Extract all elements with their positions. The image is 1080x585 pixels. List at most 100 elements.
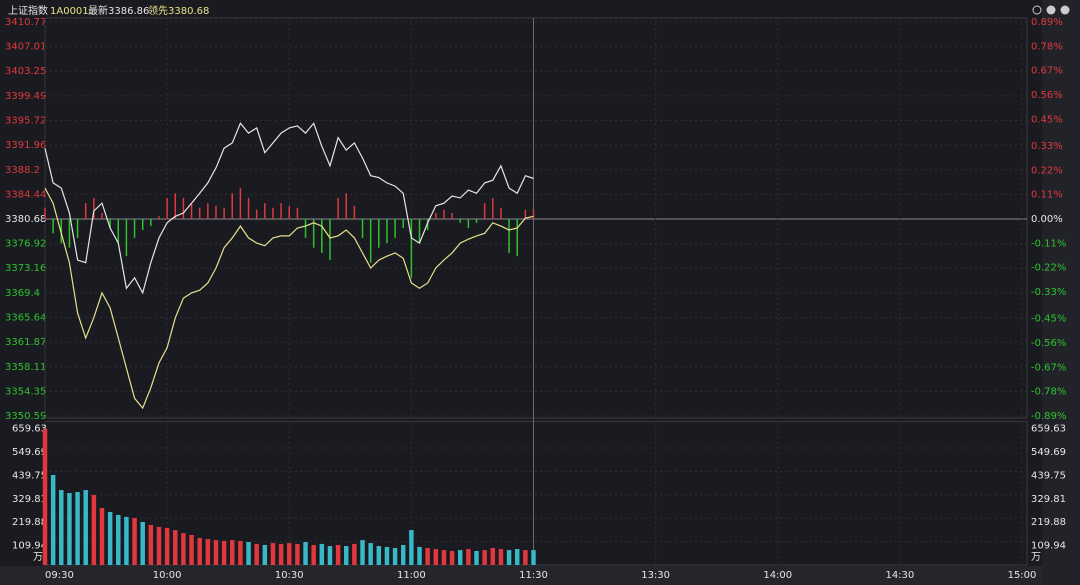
settings-icon[interactable]	[1046, 5, 1056, 15]
volume-bar	[498, 549, 504, 565]
y-tick-label: 659.63	[1031, 424, 1066, 435]
volume-bar	[164, 527, 170, 565]
y2-tick-label: -0.45%	[1031, 314, 1066, 325]
y-tick-label: 3384.44	[5, 189, 46, 200]
y2-tick-label: 0.67%	[1031, 66, 1063, 77]
volume-bar	[181, 533, 186, 565]
price-line	[44, 187, 534, 410]
volume-bar	[156, 526, 162, 565]
volume-bar	[67, 493, 72, 565]
unit-label: 万	[33, 552, 43, 563]
volume-bar	[99, 507, 105, 565]
lead-price: 领先3380.68	[148, 4, 209, 17]
volume-bar	[523, 550, 528, 565]
y2-tick-label: -0.33%	[1031, 287, 1066, 298]
volume-bar	[417, 546, 422, 565]
y2-tick-label: 0.45%	[1031, 114, 1063, 125]
y2-tick-label: -0.78%	[1031, 387, 1066, 398]
y-tick-label: 439.75	[1031, 470, 1066, 481]
volume-bar	[352, 543, 357, 565]
volume-bar	[213, 540, 219, 565]
y-tick-label: 3410.77	[5, 17, 46, 28]
index-code: 1A0001	[50, 6, 89, 17]
volume-bar	[466, 549, 471, 565]
volume-bar	[116, 514, 121, 565]
volume-bar	[449, 550, 455, 565]
y-tick-label: 3369.4	[5, 288, 40, 299]
y-tick-label: 219.88	[12, 517, 47, 528]
y-tick-label: 439.75	[12, 470, 47, 481]
volume-bar	[148, 524, 154, 565]
y-tick-label: 3403.25	[5, 66, 46, 77]
volume-bar	[83, 490, 88, 565]
volume-bar	[531, 550, 536, 565]
volume-bar	[335, 544, 341, 565]
y-tick-label: 659.63	[12, 424, 47, 435]
index-name: 上证指数	[8, 4, 48, 17]
refresh-icon[interactable]	[1032, 5, 1042, 15]
y2-tick-label: 0.78%	[1031, 41, 1063, 52]
volume-bar	[409, 530, 414, 565]
volume-bar	[197, 537, 202, 565]
volume-bar	[75, 491, 80, 565]
y-tick-label: 549.69	[1031, 447, 1066, 458]
y-tick-label: 3361.87	[5, 337, 46, 348]
y2-tick-label: -0.56%	[1031, 338, 1066, 349]
y2-tick-label: -0.22%	[1031, 263, 1066, 274]
volume-bar	[173, 530, 178, 565]
volume-bar	[490, 547, 496, 565]
y2-tick-label: -0.11%	[1031, 238, 1066, 249]
volume-bar	[270, 543, 276, 565]
volume-bar	[91, 494, 97, 565]
volume-bar	[506, 550, 512, 565]
y2-tick-label: 0.89%	[1031, 17, 1063, 28]
volume-bar	[287, 543, 292, 565]
volume-bar	[392, 547, 398, 565]
volume-bar	[303, 542, 308, 565]
volume-bar	[344, 546, 349, 565]
y-tick-label: 3395.72	[5, 116, 46, 127]
x-tick-label: 14:30	[885, 570, 914, 581]
x-tick-label: 13:30	[641, 570, 670, 581]
x-tick-label: 10:30	[275, 570, 304, 581]
y-tick-label: 3388.2	[5, 165, 40, 176]
y-tick-label: 3365.64	[5, 312, 46, 323]
y-tick-label: 549.69	[12, 447, 47, 458]
y-tick-label: 109.94	[1031, 541, 1066, 552]
volume-bar	[42, 428, 48, 565]
volume-bar	[238, 540, 243, 565]
side-strip	[1042, 0, 1080, 585]
y-tick-label: 3391.96	[5, 140, 46, 151]
volume-bar	[221, 540, 227, 565]
y2-tick-label: 0.11%	[1031, 190, 1063, 201]
y2-tick-label: -0.89%	[1031, 411, 1066, 422]
volume-bar	[319, 543, 325, 565]
volume-bar	[107, 512, 113, 565]
y2-tick-label: 0.00%	[1031, 214, 1063, 225]
volume-bar	[246, 542, 251, 565]
y-tick-label: 3407.01	[5, 42, 46, 53]
volume-bar	[132, 517, 137, 565]
x-tick-label: 11:00	[397, 570, 426, 581]
y-tick-label: 3358.11	[5, 362, 46, 373]
volume-bar	[376, 546, 382, 565]
time-axis-band	[0, 566, 1042, 585]
y-tick-label: 3399.49	[5, 91, 46, 102]
price-line	[44, 122, 534, 295]
y-tick-label: 329.81	[12, 494, 47, 505]
volume-bar	[474, 550, 479, 565]
volume-bar	[205, 539, 211, 565]
close-icon[interactable]	[1060, 5, 1070, 15]
volume-bar	[189, 534, 194, 565]
volume-bar	[295, 543, 300, 565]
volume-bar	[360, 540, 365, 565]
y-tick-label: 329.81	[1031, 494, 1066, 505]
x-tick-label: 14:00	[763, 570, 792, 581]
volume-bar	[327, 546, 333, 565]
y-tick-label: 109.94	[12, 541, 47, 552]
volume-bar	[441, 550, 447, 565]
volume-bar	[124, 516, 129, 565]
latest-price: 最新3386.86	[88, 4, 149, 17]
volume-bar	[262, 544, 268, 565]
volume-bar	[50, 474, 56, 565]
